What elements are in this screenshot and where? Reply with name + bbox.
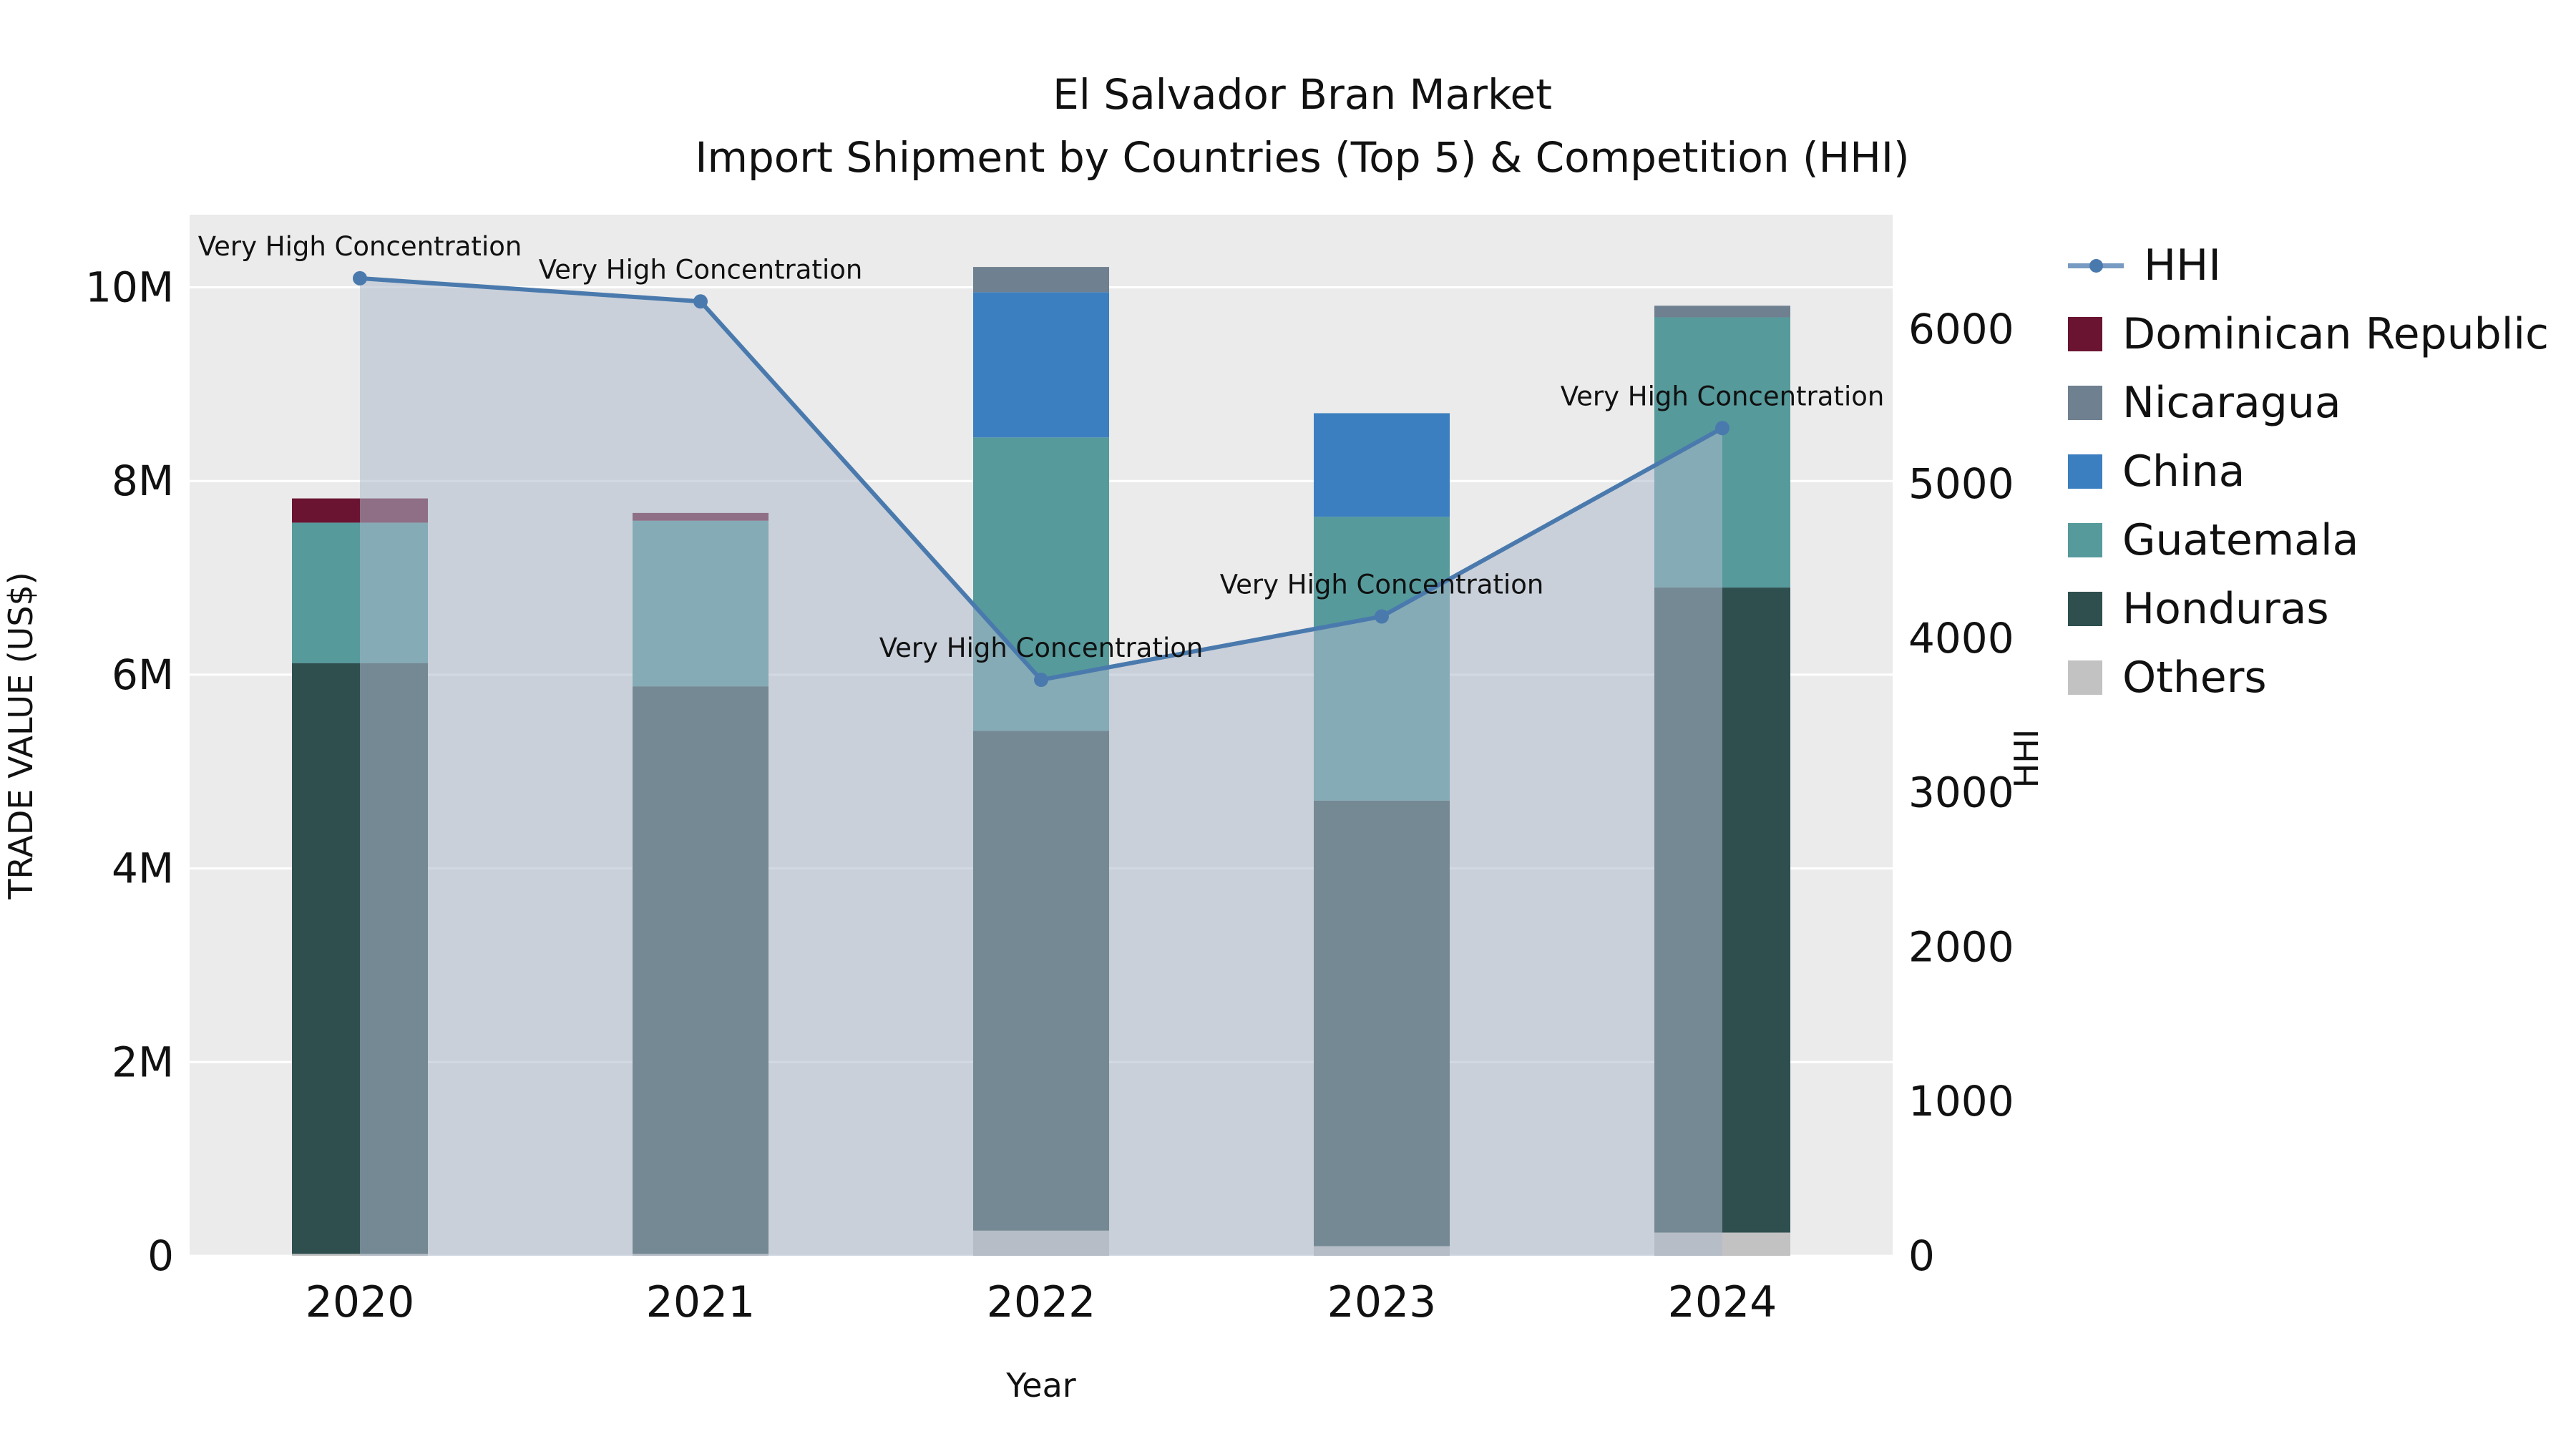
chart-title-line1: El Salvador Bran Market [1053,70,1552,119]
y-right-tick: 6000 [1908,305,2014,353]
x-tick-2023: 2023 [1327,1277,1437,1327]
legend-label: Honduras [2122,584,2329,634]
y-left-axis-label: TRADE VALUE (US$) [1,572,40,899]
chart-plot-layer: Very High Concentration Very High Concent… [85,215,2014,1327]
bar-segment-nicaragua [1654,306,1790,318]
legend-label: Guatemala [2122,515,2359,565]
bar-segment-china [973,292,1109,438]
y-left-tick: 0 [147,1231,174,1280]
hhi-marker [693,294,708,309]
y-right-tick: 4000 [1908,614,2014,663]
legend-swatch [2068,386,2102,420]
legend: HHI Dominican Republic Nicaragua China Guate… [2068,231,2549,712]
legend-swatch [2068,454,2102,489]
y-left-tick: 10M [85,263,174,312]
x-tick-2022: 2022 [987,1277,1096,1327]
x-tick-2021: 2021 [646,1277,756,1327]
legend-item-china: China [2068,437,2549,506]
legend-label: Others [2122,653,2267,703]
y-left-tick: 2M [112,1038,174,1086]
y-left-tick: 6M [112,650,174,699]
legend-label: Dominican Republic [2122,309,2550,359]
bar-segment-china [1314,413,1450,517]
hhi-area [360,278,1722,1256]
hhi-marker [353,270,367,286]
y-right-tick: 2000 [1908,922,2014,971]
y-right-tick: 1000 [1908,1077,2014,1126]
legend-swatch [2068,660,2102,695]
x-axis-label: Year [1005,1366,1075,1405]
legend-swatch [2068,523,2102,557]
legend-label: Nicaragua [2122,378,2341,428]
legend-swatch [2068,592,2102,626]
legend-item-honduras: Honduras [2068,575,2549,643]
static-text-layer: El Salvador Bran Market Import Shipment … [1,70,2046,1405]
x-tick-2020: 2020 [306,1277,415,1327]
legend-item-nicaragua: Nicaragua [2068,369,2549,437]
y-right-tick: 0 [1908,1231,1935,1280]
y-right-axis-label: HHI [2007,729,2046,789]
legend-swatch [2068,317,2102,351]
hhi-annotation: Very High Concentration [1561,381,1885,411]
hhi-line-swatch [2068,248,2124,283]
legend-item-dominican-republic: Dominican Republic [2068,300,2549,369]
legend-label: HHI [2144,240,2221,291]
y-right-tick: 3000 [1908,769,2014,817]
hhi-marker [1715,421,1729,436]
x-tick-2024: 2024 [1668,1277,1777,1327]
hhi-annotation: Very High Concentration [879,633,1204,663]
y-left-tick: 8M [112,457,174,505]
hhi-annotation: Very High Concentration [198,231,522,262]
hhi-marker [1375,609,1389,624]
hhi-annotation: Very High Concentration [539,254,863,285]
y-left-tick: 4M [112,844,174,893]
legend-item-others: Others [2068,643,2549,712]
y-right-tick: 5000 [1908,459,2014,508]
bar-segment-nicaragua [973,267,1109,293]
legend-label: China [2122,447,2245,497]
chart-title-line2: Import Shipment by Countries (Top 5) & C… [695,133,1909,182]
hhi-marker [1034,673,1048,688]
legend-item-guatemala: Guatemala [2068,506,2549,575]
legend-item-hhi: HHI [2068,231,2549,300]
hhi-annotation: Very High Concentration [1220,570,1544,600]
